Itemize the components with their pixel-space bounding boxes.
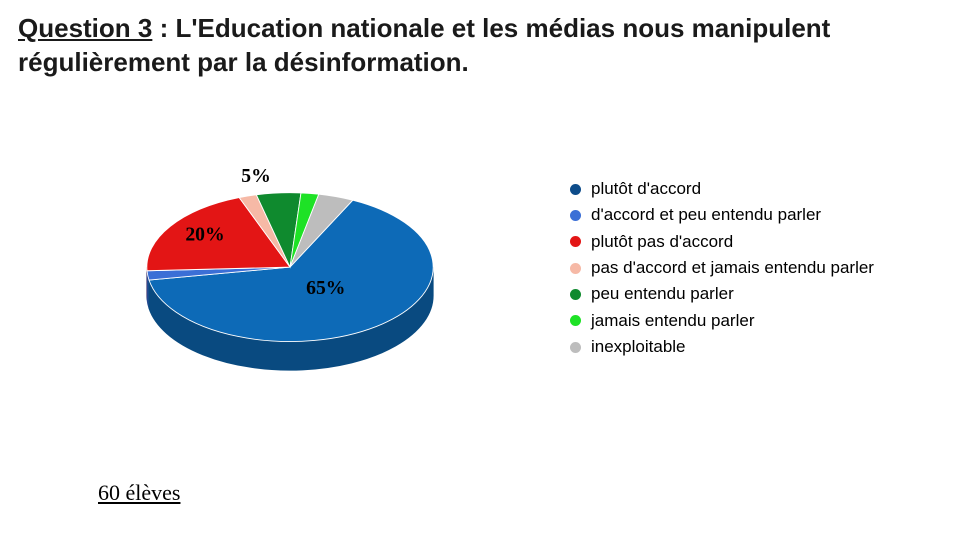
page-title: Question 3 : L'Education nationale et le… xyxy=(18,12,942,80)
legend-label: peu entendu parler xyxy=(591,281,734,307)
legend-item: inexploitable xyxy=(570,334,874,360)
legend-label: inexploitable xyxy=(591,334,686,360)
pie-slice-label: 65% xyxy=(306,277,345,299)
pie-slice-label: 20% xyxy=(185,223,224,245)
legend-dot-icon xyxy=(570,263,581,274)
legend-item: plutôt d'accord xyxy=(570,176,874,202)
title-separator: : xyxy=(152,13,175,43)
pie-chart-svg: 65% 20% 5% xyxy=(30,115,550,455)
question-label: Question 3 xyxy=(18,13,152,43)
legend-dot-icon xyxy=(570,184,581,195)
legend-label: pas d'accord et jamais entendu parler xyxy=(591,255,874,281)
legend-dot-icon xyxy=(570,342,581,353)
sample-size-caption: 60 élèves xyxy=(98,480,180,506)
legend-label: plutôt d'accord xyxy=(591,176,701,202)
legend-dot-icon xyxy=(570,236,581,247)
pie-chart: 65% 20% 5% xyxy=(30,115,550,455)
page: Question 3 : L'Education nationale et le… xyxy=(0,0,960,540)
legend-item: plutôt pas d'accord xyxy=(570,229,874,255)
legend-dot-icon xyxy=(570,210,581,221)
legend-label: jamais entendu parler xyxy=(591,308,754,334)
legend-label: d'accord et peu entendu parler xyxy=(591,202,821,228)
legend-item: d'accord et peu entendu parler xyxy=(570,202,874,228)
legend-item: peu entendu parler xyxy=(570,281,874,307)
legend: plutôt d'accordd'accord et peu entendu p… xyxy=(570,176,874,360)
legend-item: jamais entendu parler xyxy=(570,308,874,334)
legend-item: pas d'accord et jamais entendu parler xyxy=(570,255,874,281)
legend-dot-icon xyxy=(570,315,581,326)
legend-label: plutôt pas d'accord xyxy=(591,229,733,255)
pie-slice-label: 5% xyxy=(241,165,271,187)
legend-dot-icon xyxy=(570,289,581,300)
